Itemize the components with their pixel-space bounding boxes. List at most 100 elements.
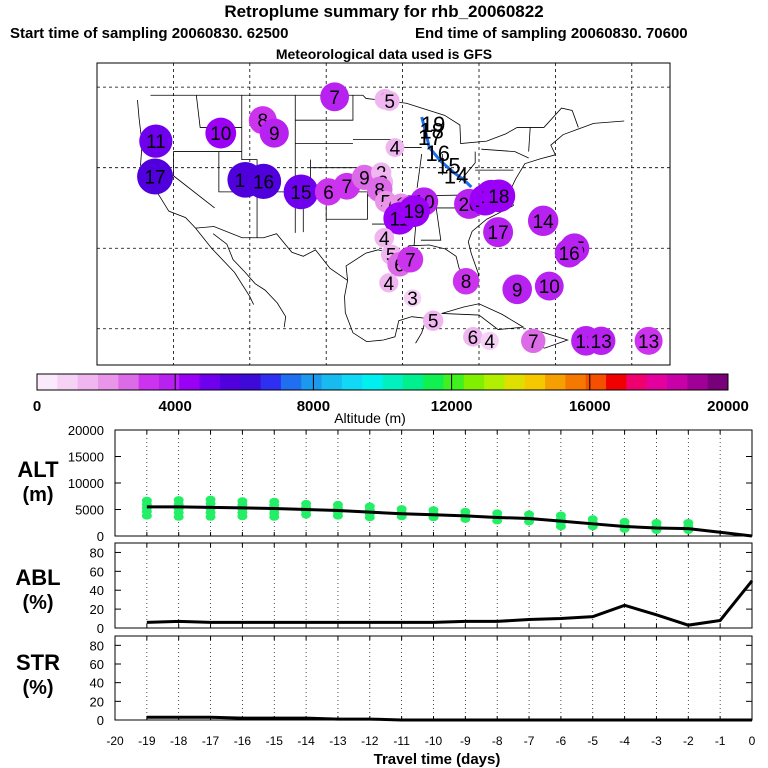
alt-scatter-point	[555, 522, 566, 531]
panel-ytick-label: 5000	[75, 503, 104, 518]
panel-ytick-label: 80	[90, 545, 104, 560]
str-unit: (%)	[22, 677, 53, 699]
colorbar-cell	[585, 374, 607, 390]
x-tick-label: -4	[619, 734, 630, 748]
retroplume-map: 7658109114171816156792385610101119201312…	[96, 62, 671, 366]
panel-ytick-label: 40	[90, 583, 104, 598]
colorbar-cell	[504, 374, 526, 390]
x-tick-label: -20	[106, 734, 124, 748]
plume-point	[398, 195, 430, 227]
x-tick-label: -15	[266, 734, 284, 748]
colorbar-cell	[118, 374, 140, 390]
alt-scatter-point	[237, 512, 248, 521]
colorbar-cell	[565, 374, 587, 390]
x-tick-label: -7	[524, 734, 535, 748]
x-tick-label: -16	[234, 734, 252, 748]
colorbar-cell	[341, 374, 363, 390]
x-tick-label: -2	[683, 734, 694, 748]
plume-point-label: 13	[591, 332, 612, 353]
colorbar-tick-label: 0	[33, 398, 41, 415]
colorbar-tick-label: 12000	[431, 398, 473, 415]
plume-point	[397, 246, 424, 273]
colorbar-cell	[423, 374, 444, 390]
colorbar-cell	[606, 374, 627, 390]
panel-ytick-label: 80	[90, 638, 104, 653]
met-data-label: Meteorological data used is GFS	[275, 46, 493, 62]
abl-unit: (%)	[22, 592, 53, 614]
colorbar-cell	[199, 374, 221, 390]
x-tick-label: -14	[297, 734, 315, 748]
plume-point	[137, 158, 174, 195]
colorbar-cell	[402, 374, 424, 390]
panel-ytick-label: 60	[90, 657, 104, 672]
plume-point-label: 14	[533, 212, 555, 233]
x-tick-label: -17	[202, 734, 220, 748]
plume-point	[463, 327, 483, 347]
alt-scatter-point	[173, 513, 184, 521]
colorbar-tick-label: 8000	[297, 398, 330, 415]
trajectory-label: 16	[426, 141, 450, 166]
plume-points: 7658109114171816156792385610101119201312…	[137, 82, 663, 356]
panel-ytick-label: 20000	[68, 423, 104, 438]
plume-point-label: 17	[488, 223, 509, 244]
alt-scatter-point	[141, 512, 152, 520]
plume-point-label: 10	[210, 124, 231, 145]
plume-point-label: 9	[359, 168, 370, 189]
plume-point-label: 5	[384, 92, 395, 113]
plume-point	[245, 163, 282, 199]
colorbar-tick-label: 16000	[569, 398, 611, 415]
colorbar-cell	[707, 374, 729, 390]
x-tick-label: -19	[138, 734, 156, 748]
plume-point	[480, 331, 499, 351]
plume-point	[482, 179, 516, 213]
colorbar-cell	[301, 374, 323, 390]
plume-point-label: 8	[374, 180, 385, 201]
str-panel: 80 60 40 20 0	[90, 635, 753, 728]
plume-point-label: 4	[379, 229, 390, 250]
str-title: STR	[16, 650, 60, 675]
colorbar-tick-label: 4000	[159, 398, 192, 415]
plume-point	[320, 82, 350, 112]
plume-point-label: 7	[342, 177, 353, 198]
plume-point	[452, 268, 480, 295]
plume-point-label: 16	[559, 244, 580, 265]
colorbar-cell	[463, 374, 485, 390]
plume-point	[422, 310, 444, 331]
panel-ytick-label: 0	[97, 621, 104, 636]
us-canada-border	[150, 94, 579, 144]
cuba	[441, 303, 525, 330]
plume-point-label: 7	[405, 251, 416, 272]
map-frame	[96, 62, 671, 366]
abl-panel: 80 60 40 20 0	[90, 542, 754, 636]
colorbar-cell	[97, 374, 119, 390]
colorbar-cell	[382, 374, 404, 390]
trajectory-label: 18	[419, 119, 443, 144]
alt-scatter-point	[205, 513, 216, 521]
panel-ytick-label: 60	[90, 564, 104, 579]
state-border	[172, 151, 215, 209]
colorbar-cell	[57, 374, 79, 390]
colorbar-cell	[524, 374, 546, 390]
plume-point-label: 4	[484, 332, 495, 353]
alt-unit: (m)	[22, 484, 53, 506]
panel-ytick-label: 40	[90, 676, 104, 691]
plume-point-label: 7	[329, 88, 340, 109]
altitude-colorbar: 0 4000 8000 12000 16000 20000 Altitude (m)	[33, 373, 749, 426]
plume-point	[634, 326, 663, 355]
plume-point	[379, 273, 399, 293]
plume-point-label: 8	[461, 272, 472, 293]
alt-panel: 20000 15000 10000 5000 0	[68, 423, 753, 544]
x-tick-label: -8	[492, 734, 503, 748]
colorbar-cell	[484, 374, 505, 390]
plume-point	[521, 328, 546, 354]
x-tick-label: -9	[460, 734, 471, 748]
alt-scatter-point	[364, 513, 375, 522]
plume-point-label: 13	[638, 332, 659, 353]
x-tick-label: -12	[361, 734, 379, 748]
plume-point-label: 11	[146, 132, 166, 153]
plume-point	[283, 174, 319, 210]
plume-point-label: 4	[390, 139, 401, 160]
us-mexico-border	[195, 226, 348, 281]
